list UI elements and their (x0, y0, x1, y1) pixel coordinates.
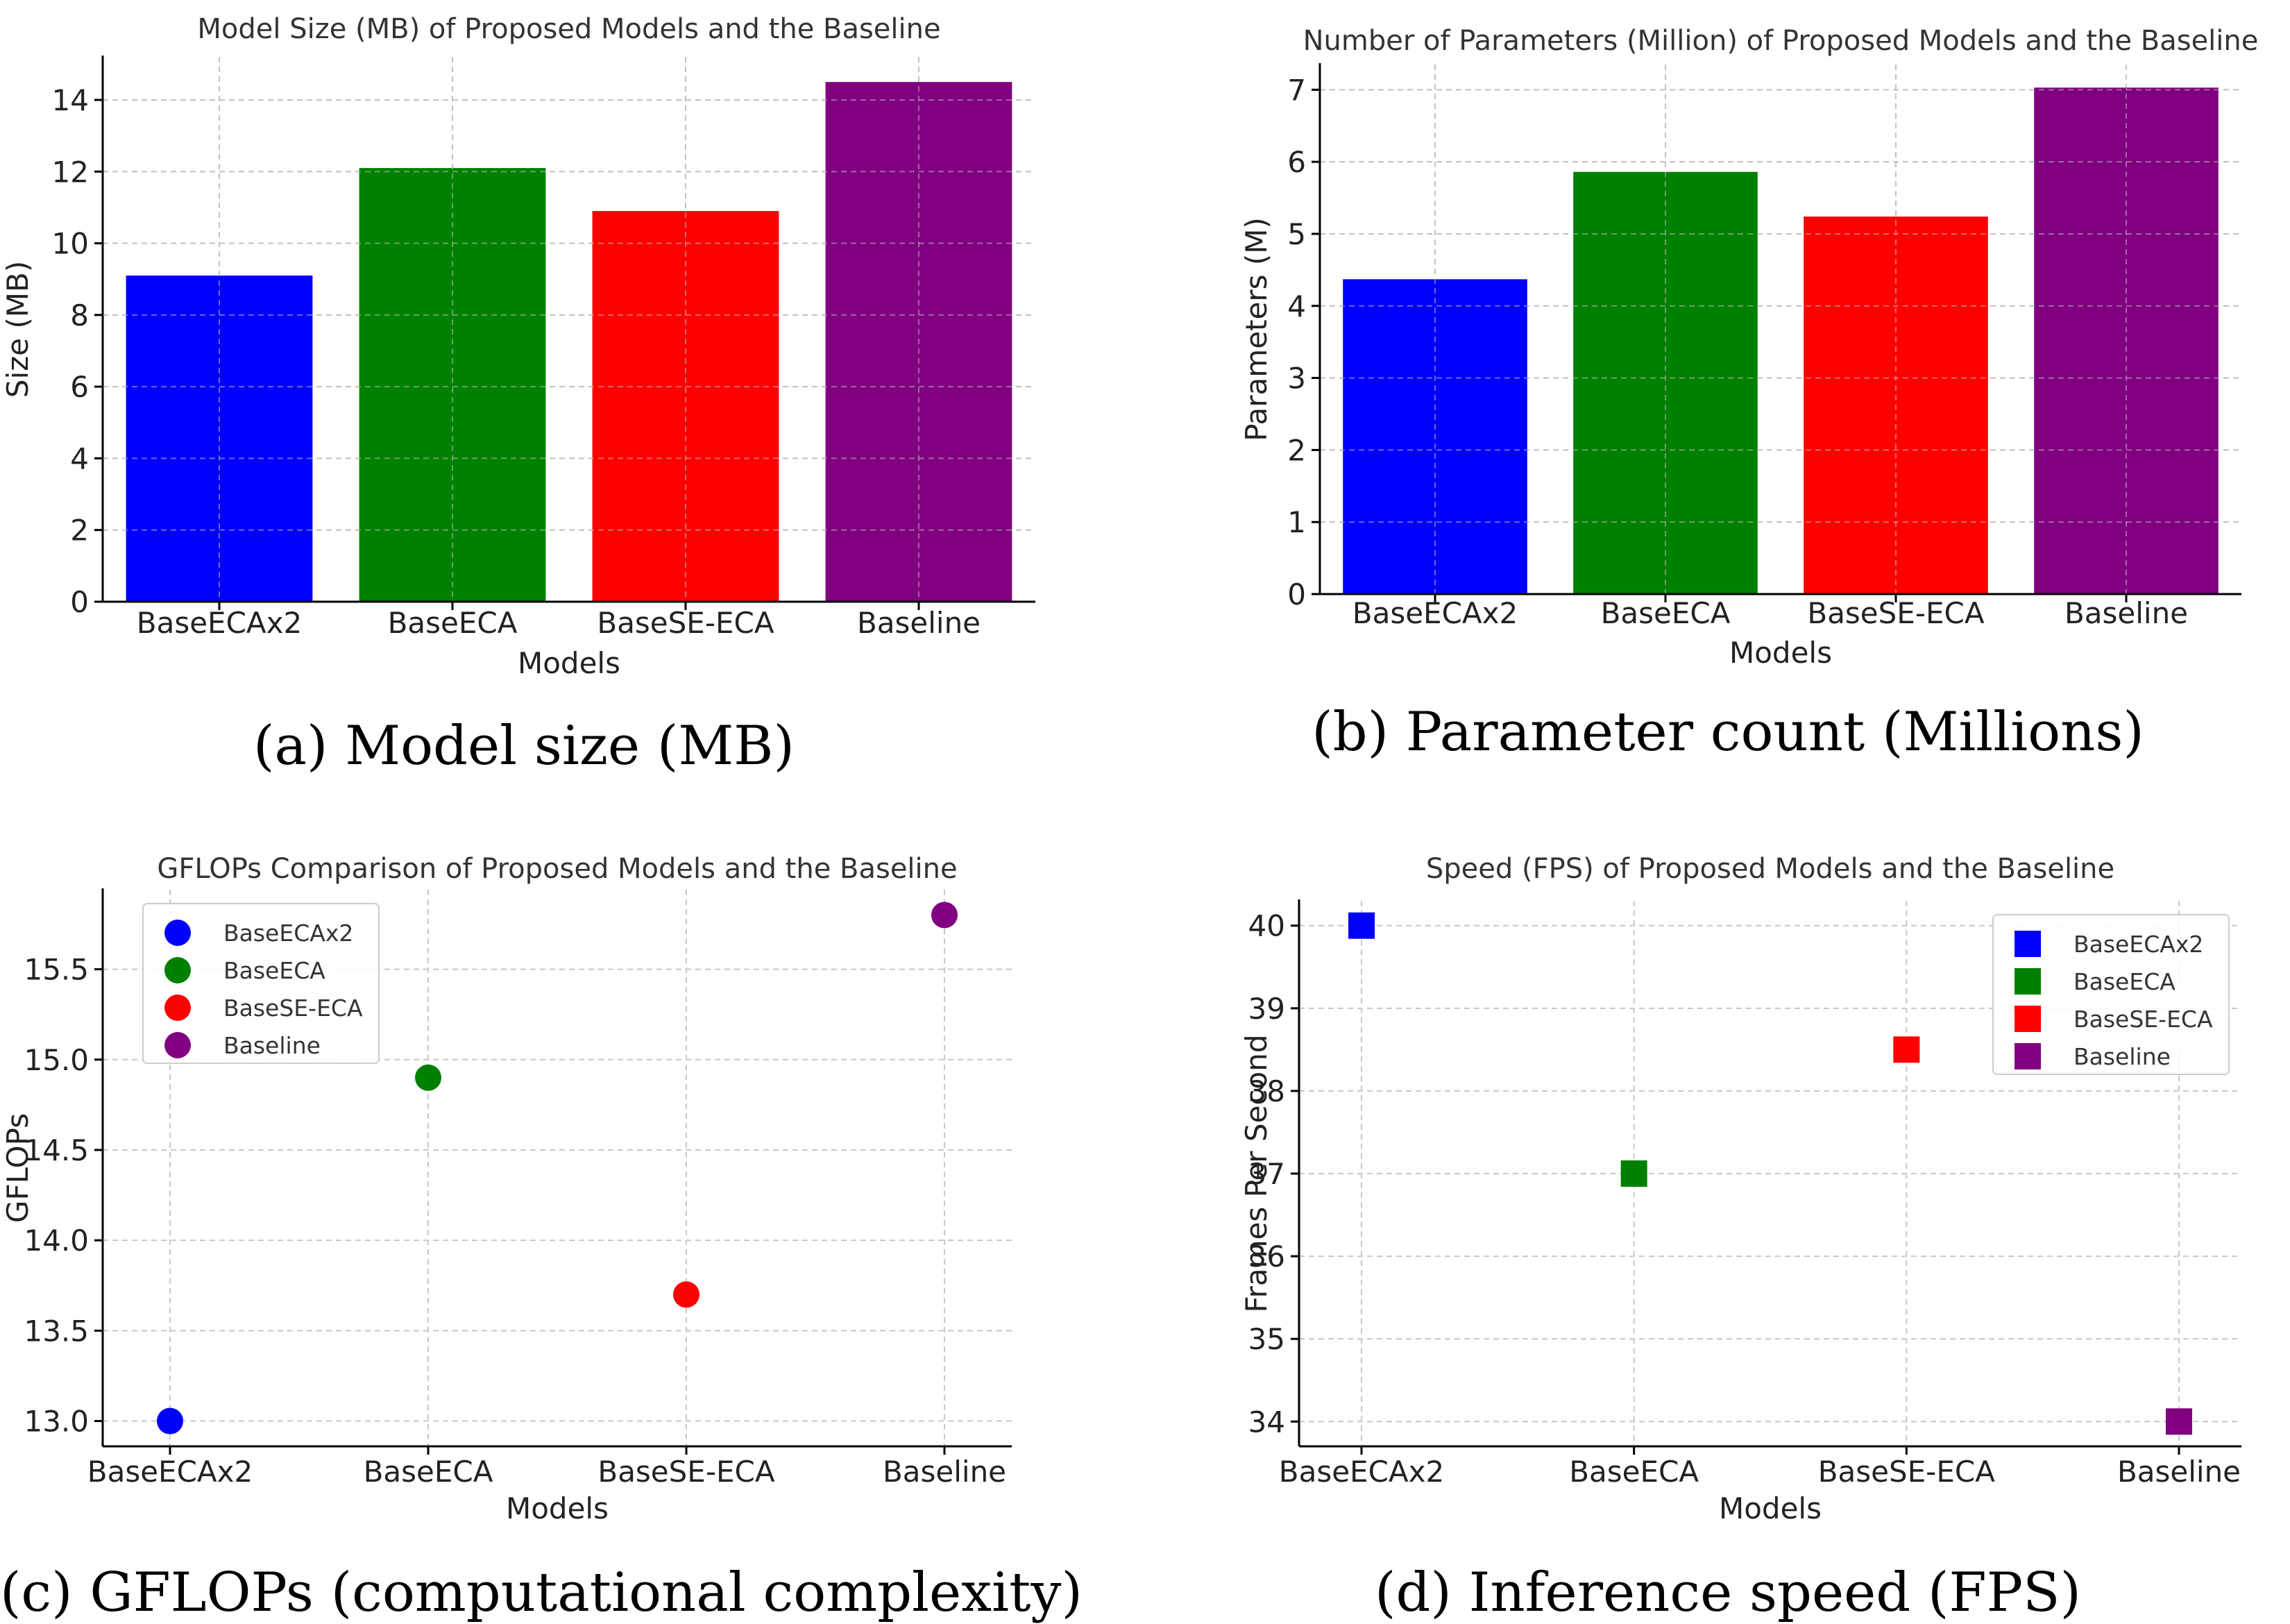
y-tick-label: 14.0 (24, 1224, 89, 1258)
legend-marker (164, 957, 191, 983)
y-tick-label: 13.0 (24, 1405, 89, 1439)
y-tick-label: 1 (1287, 505, 1306, 539)
x-tick-label: BaseECAx2 (87, 1455, 253, 1489)
caption-d: (d) Inference speed (FPS) (1375, 1562, 2081, 1624)
legend-marker (2015, 968, 2041, 995)
y-tick-label: 2 (70, 514, 89, 548)
x-tick-label: BaseECA (388, 606, 518, 640)
y-tick-label: 4 (70, 441, 89, 475)
chart-title: GFLOPs Comparison of Proposed Models and… (157, 853, 957, 885)
legend-label: BaseECAx2 (2073, 931, 2203, 958)
x-axis-label: Models (1719, 1491, 1822, 1525)
legend-box (142, 903, 380, 1064)
point-baseeca (415, 1064, 441, 1091)
legend-marker (2015, 1043, 2041, 1069)
x-axis-label: Models (518, 646, 620, 680)
y-axis-label: GFLOPs (1, 1113, 35, 1223)
point-baseecax2 (1348, 912, 1375, 939)
caption-a: (a) Model size (MB) (253, 715, 795, 777)
y-tick-label: 38 (1248, 1074, 1285, 1108)
y-tick-label: 6 (1287, 145, 1306, 179)
legend-box (1992, 914, 2230, 1075)
caption-c: (c) GFLOPs (computational complexity) (0, 1562, 1083, 1624)
x-axis-label: Models (506, 1491, 609, 1525)
y-tick-label: 3 (1287, 362, 1306, 396)
y-tick-label: 0 (70, 585, 89, 619)
chart-model-size: 0 2 4 6 8 10 12 14 BaseECAx2 BaseECA BaseSE-ECA Bas… (1, 13, 1035, 680)
y-tick-label: 40 (1248, 909, 1285, 943)
x-tick-label: BaseECA (1601, 596, 1731, 630)
y-tick-label: 5 (1287, 217, 1306, 251)
point-baseeca (1620, 1160, 1647, 1187)
y-tick-label: 39 (1248, 992, 1285, 1026)
y-tick-label: 14 (52, 83, 89, 117)
x-tick-label: BaseECAx2 (1279, 1455, 1444, 1489)
legend-label: Baseline (2073, 1043, 2171, 1070)
y-tick-label: 0 (1287, 577, 1306, 611)
x-axis-label: Models (1729, 636, 1832, 670)
x-tick-label: BaseSE-ECA (1818, 1455, 1995, 1489)
y-tick-label: 12 (52, 155, 89, 189)
caption-b: (b) Parameter count (Millions) (1312, 701, 2144, 763)
chart-title: Number of Parameters (Million) of Propos… (1303, 25, 2259, 57)
chart-title: Model Size (MB) of Proposed Models and t… (197, 13, 940, 45)
y-axis-label: Frames Per Second (1239, 1035, 1273, 1313)
x-tick-label: BaseSE-ECA (597, 1455, 774, 1489)
y-tick-label: 2 (1287, 433, 1306, 467)
chart-title: Speed (FPS) of Proposed Models and the B… (1426, 853, 2114, 885)
chart-gflops: 13.0 13.5 14.0 14.5 15.0 15.5 BaseECAx2 BaseECA… (1, 853, 1012, 1525)
legend-marker (164, 1032, 191, 1058)
legend-marker (2015, 1006, 2041, 1032)
chart-inference-speed: 34 35 36 37 38 39 40 BaseECAx2 BaseECA BaseSE-ECA… (1239, 853, 2241, 1525)
x-tick-label: Baseline (2117, 1455, 2241, 1489)
point-baseline (2166, 1408, 2192, 1435)
y-axis-label: Parameters (M) (1239, 217, 1273, 441)
x-tick-label: BaseECA (1569, 1455, 1699, 1489)
x-tick-label: BaseECAx2 (137, 606, 302, 640)
legend-marker (164, 995, 191, 1021)
point-baseecax2 (157, 1407, 183, 1435)
y-tick-label: 14.5 (24, 1133, 89, 1167)
x-tick-label: BaseECA (364, 1455, 493, 1489)
x-tick-label: Baseline (883, 1455, 1006, 1489)
y-tick-label: 4 (1287, 289, 1306, 323)
point-baseline (931, 902, 958, 929)
y-tick-label: 15.5 (24, 953, 89, 987)
y-tick-label: 35 (1248, 1322, 1285, 1356)
legend-marker (2015, 931, 2041, 957)
legend-marker (164, 920, 191, 946)
y-tick-label: 13.5 (24, 1314, 89, 1348)
legend-label: BaseECA (2073, 968, 2176, 995)
y-tick-label: 8 (70, 298, 89, 332)
x-tick-label: BaseSE-ECA (597, 606, 774, 640)
point-basese-eca (1893, 1036, 1920, 1063)
y-tick-label: 10 (52, 227, 89, 261)
y-tick-label: 36 (1248, 1240, 1285, 1274)
legend-label: BaseSE-ECA (223, 995, 363, 1022)
legend-label: BaseECAx2 (223, 920, 353, 947)
legend-label: Baseline (223, 1032, 321, 1059)
point-basese-eca (673, 1281, 699, 1308)
y-axis-label: Size (MB) (1, 261, 35, 398)
chart-parameter-count: 0 1 2 3 4 5 6 7 BaseECAx2 BaseECA BaseSE-ECA Baseli… (1239, 25, 2259, 670)
y-tick-label: 37 (1248, 1157, 1285, 1191)
x-tick-label: Baseline (857, 606, 981, 640)
y-tick-label: 15.0 (24, 1043, 89, 1077)
legend-label: BaseECA (223, 957, 325, 984)
legend-label: BaseSE-ECA (2073, 1006, 2213, 1033)
y-tick-label: 34 (1248, 1405, 1285, 1439)
y-tick-label: 7 (1287, 73, 1306, 107)
x-tick-label: BaseECAx2 (1352, 596, 1518, 630)
x-tick-label: BaseSE-ECA (1807, 596, 1984, 630)
y-tick-label: 6 (70, 370, 89, 404)
x-tick-label: Baseline (2064, 596, 2188, 630)
